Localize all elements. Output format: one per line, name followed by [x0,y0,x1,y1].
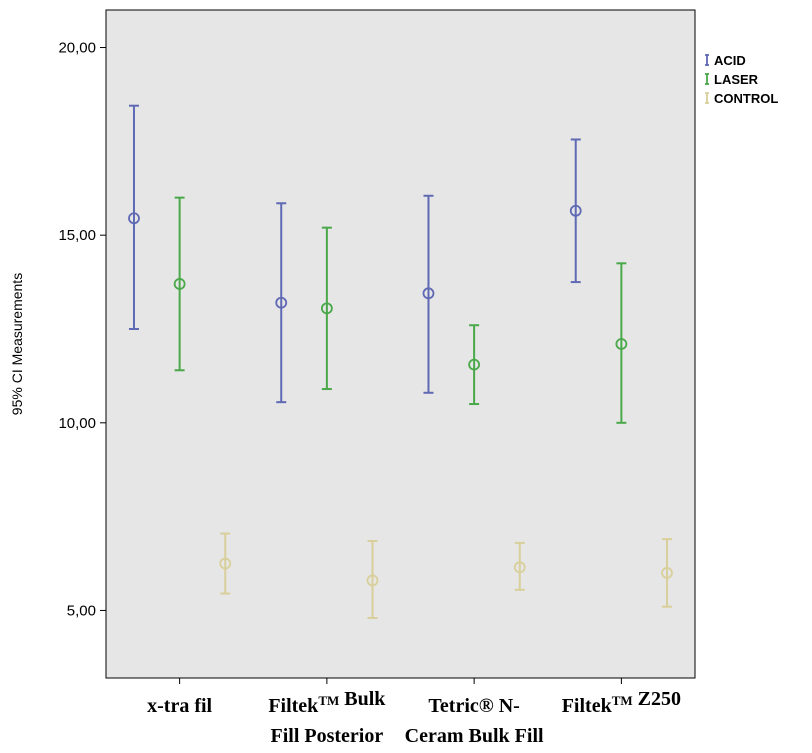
x-tick-label: x-tra fil [147,695,212,717]
mean-marker [275,296,288,309]
y-tick-label: 15,00 [58,227,96,244]
mean-marker [128,212,140,225]
mean-marker [569,204,582,217]
x-tick-label: FiltekTM Bulk [268,688,386,717]
error-bars [128,104,673,619]
y-tick-label: 5,00 [67,602,96,619]
mean-marker [219,557,232,570]
x-tick-label: Ceram Bulk Fill [405,725,544,747]
x-tick-label: Fill Posterior [271,725,384,747]
mean-marker [366,574,379,587]
legend: ACID LASER CONTROL [705,53,778,106]
y-axis: 5,00 10,00 15,00 20,00 [58,40,106,619]
mean-marker [513,561,526,574]
legend-label: CONTROL [714,91,778,106]
x-tick-label: Tetric® N- [428,695,519,717]
series-acid [128,104,582,404]
mean-marker [468,358,481,371]
x-axis: x-tra fil FiltekTM Bulk Fill Posterior Tetr… [147,678,681,747]
mean-marker [661,567,673,579]
y-tick-label: 20,00 [58,40,96,57]
mean-marker [173,278,186,290]
y-tick-label: 10,00 [58,415,96,432]
series-control [219,532,673,619]
series-laser [173,196,628,424]
legend-label: LASER [714,72,759,87]
y-axis-label: 95% CI Measurements [9,273,25,415]
mean-marker [615,338,628,350]
x-tick-label: FiltekTM Z250 [562,688,681,717]
mean-marker [320,302,333,315]
legend-label: ACID [714,53,746,68]
mean-marker [422,287,435,300]
plot-background [105,9,696,679]
